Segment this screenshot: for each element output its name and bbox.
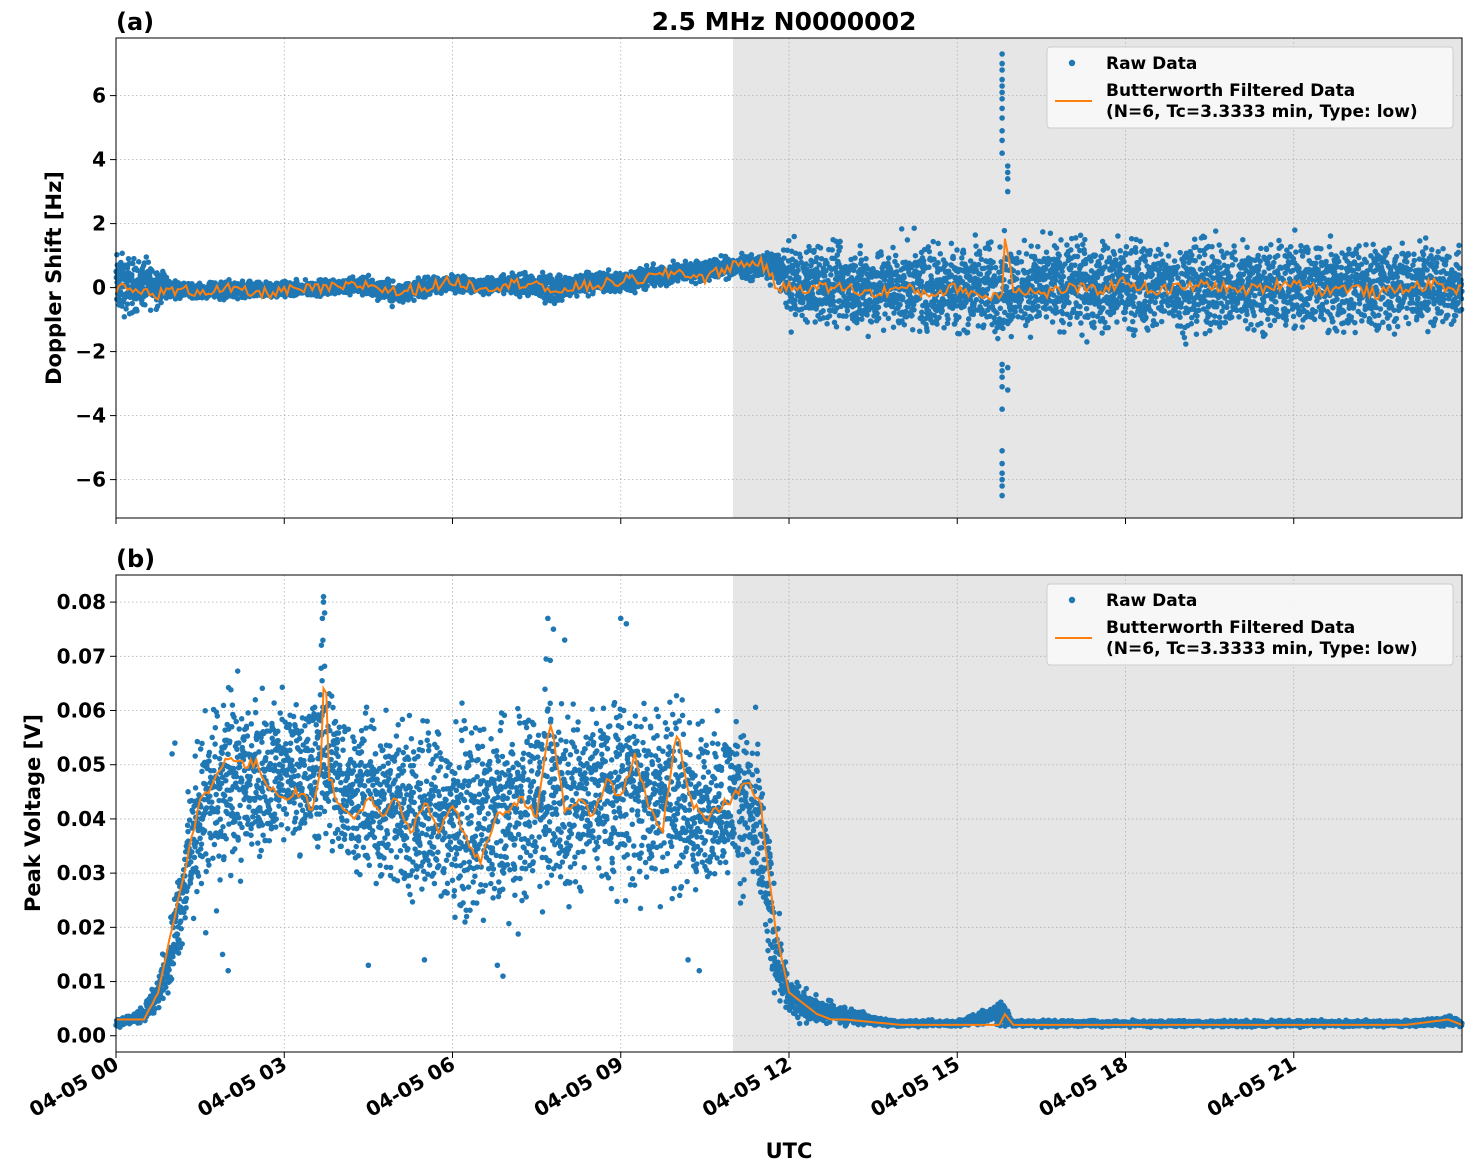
legend-filtered-params: (N=6, Tc=3.3333 min, Type: low) — [1106, 102, 1418, 122]
legend-raw-marker — [1068, 596, 1076, 604]
panel-b-ylabel: Peak Voltage [V] — [21, 714, 45, 912]
x-tick-label: 04-05 12 — [698, 1052, 796, 1122]
raw-data-outlier-point — [1004, 176, 1011, 182]
y-tick-label: 0.08 — [57, 590, 106, 614]
figure-title: 2.5 MHz N0000002 — [652, 7, 917, 36]
raw-data-outlier-point — [999, 96, 1005, 102]
raw-data-outlier-point — [1004, 364, 1011, 371]
y-tick-label: 0 — [92, 276, 106, 300]
legend-raw-label: Raw Data — [1106, 54, 1197, 74]
panel-b-filtered-line — [116, 685, 1463, 1026]
raw-data-outlier-point — [320, 593, 327, 600]
y-tick-label: 0.04 — [57, 807, 106, 831]
raw-data-outlier-point — [999, 137, 1005, 144]
raw-data-outlier-point — [365, 962, 372, 969]
y-tick-label: −6 — [75, 468, 106, 492]
panel-b-label: (b) — [116, 545, 155, 573]
y-tick-label: 0.01 — [57, 970, 106, 994]
filtered-data-line — [116, 685, 1463, 1026]
raw-data-outlier-point — [999, 448, 1005, 454]
raw-data-outlier-point — [225, 967, 231, 974]
x-axis-label: UTC — [766, 1139, 813, 1163]
raw-data-outlier-point — [1004, 188, 1011, 195]
x-tick-label: 04-05 00 — [25, 1052, 123, 1122]
y-tick-label: 2 — [92, 212, 106, 236]
y-tick-label: −4 — [75, 404, 106, 428]
legend-raw-marker — [1068, 59, 1076, 67]
raw-data-outlier-point — [999, 128, 1005, 134]
x-tick-label: 04-05 06 — [361, 1052, 459, 1122]
raw-data-outlier-point — [545, 615, 551, 622]
legend-raw-label: Raw Data — [1106, 591, 1197, 611]
raw-data-outlier-point — [1004, 387, 1011, 393]
raw-data-outlier-point — [169, 751, 175, 757]
raw-data-outlier-point — [999, 492, 1005, 499]
raw-data-outlier-point — [320, 599, 327, 605]
raw-data-outlier-point — [685, 957, 691, 963]
raw-data-outlier-point — [561, 637, 568, 643]
raw-data-outlier-point — [999, 384, 1005, 390]
panel-a-axes: −6 −4 −2 0 2 4 6 — [75, 37, 1463, 524]
raw-data-outlier-point — [999, 115, 1005, 121]
panel-b-legend: Raw Data Butterworth Filtered Data (N=6,… — [1046, 583, 1454, 666]
y-tick-label: 0.06 — [57, 699, 106, 723]
raw-data-outlier-point — [696, 967, 703, 974]
raw-data-outlier-point — [550, 626, 557, 633]
raw-data-outlier-point — [202, 929, 209, 936]
x-tick-label: 04-05 09 — [530, 1052, 628, 1122]
raw-data-outlier-point — [999, 460, 1005, 467]
x-tick-label: 04-05 18 — [1034, 1052, 1132, 1122]
y-tick-label: 6 — [92, 84, 106, 108]
raw-data-outlier-point — [1004, 163, 1011, 169]
legend-filtered-params: (N=6, Tc=3.3333 min, Type: low) — [1106, 639, 1418, 659]
raw-data-outlier-point — [999, 476, 1005, 483]
y-tick-label: 0.02 — [57, 915, 106, 939]
legend-filtered-label: Butterworth Filtered Data — [1106, 81, 1355, 101]
raw-data-outlier-point — [999, 483, 1005, 489]
raw-data-outlier-point — [500, 973, 506, 979]
raw-data-outlier-point — [999, 105, 1005, 112]
panel-b-axes: 0.00 0.01 0.02 0.03 0.04 0.05 0.06 0.07 0.08 — [57, 574, 1463, 1058]
raw-data-outlier-point — [172, 740, 178, 746]
y-tick-label: −2 — [75, 340, 106, 364]
x-tick-label: 04-05 15 — [866, 1052, 964, 1122]
raw-data-outlier-point — [999, 60, 1005, 67]
raw-data-outlier-point — [999, 150, 1005, 156]
raw-data-outlier-point — [999, 361, 1005, 368]
filtered-data-line — [115, 238, 1463, 302]
raw-data-outlier-point — [421, 957, 428, 963]
raw-data-outlier-point — [1004, 169, 1011, 176]
raw-data-outlier-point — [999, 374, 1005, 381]
y-tick-label: 4 — [92, 148, 106, 172]
raw-data-outlier-point — [999, 406, 1005, 413]
panel-b-voltage: (b) 0.00 0.01 0.02 0.03 0.04 0.05 0.06 0.07 0.08… — [21, 545, 1465, 1058]
raw-data-outlier-point — [623, 620, 630, 627]
y-tick-label: 0.03 — [57, 861, 106, 885]
raw-data-outlier-point — [999, 76, 1005, 83]
raw-data-outlier-point — [321, 610, 328, 616]
raw-data-outlier-point — [999, 368, 1005, 374]
panel-a-legend: Raw Data Butterworth Filtered Data (N=6,… — [1046, 46, 1454, 129]
raw-data-outlier-point — [319, 615, 326, 622]
raw-data-outlier-point — [219, 951, 226, 958]
raw-data-outlier-point — [999, 67, 1005, 73]
raw-data-outlier-point — [617, 615, 624, 622]
x-tick-labels: 04-05 00 04-05 03 04-05 06 04-05 09 04-05 12… — [25, 1052, 1300, 1122]
raw-data-outlier-point — [494, 962, 501, 969]
panel-a-label: (a) — [116, 8, 154, 36]
panel-a-doppler: (a) −6 −4 −2 0 2 4 6 Doppler Shift [Hz] Raw Da… — [42, 8, 1465, 524]
y-tick-label: 0.07 — [57, 644, 106, 668]
raw-data-outlier-point — [999, 470, 1005, 477]
x-tick-label: 04-05 21 — [1203, 1052, 1301, 1122]
x-tick-label: 04-05 03 — [193, 1052, 291, 1122]
panel-a-filtered-line — [115, 238, 1463, 302]
y-tick-label: 0.00 — [57, 1024, 106, 1048]
panel-a-ylabel: Doppler Shift [Hz] — [42, 171, 66, 385]
raw-data-outlier-point — [999, 51, 1005, 57]
raw-data-outlier-point — [999, 89, 1005, 96]
y-tick-label: 0.05 — [57, 753, 106, 777]
legend-filtered-label: Butterworth Filtered Data — [1106, 618, 1355, 638]
raw-data-outlier-point — [999, 83, 1005, 89]
